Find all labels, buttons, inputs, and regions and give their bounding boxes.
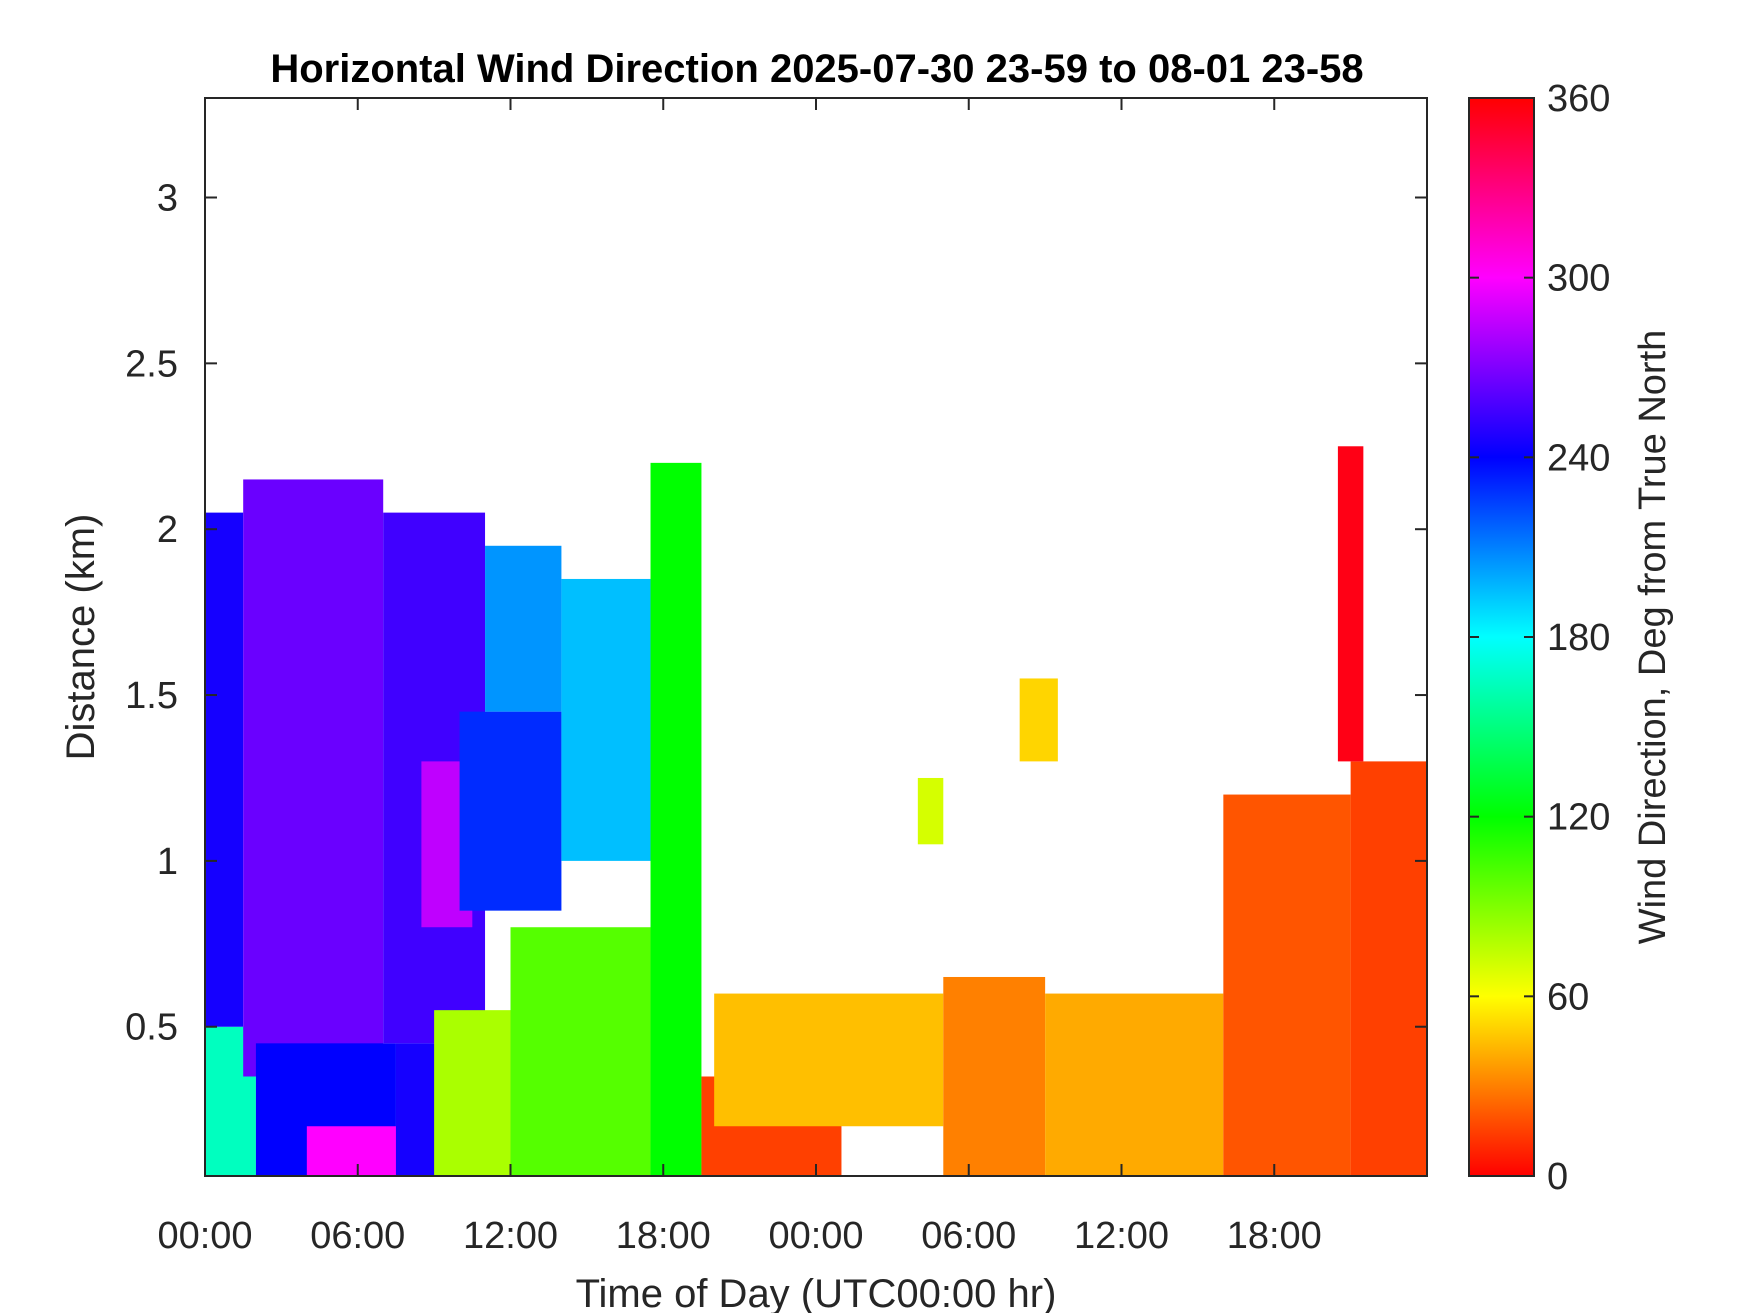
y-tick-label-2: 1.5 — [125, 675, 178, 717]
heatmap-region-8 — [459, 711, 562, 911]
colorbar-tick-label-5: 300 — [1547, 258, 1610, 300]
x-tick-label-1: 06:00 — [310, 1215, 405, 1257]
x-tick-label-0: 00:00 — [157, 1215, 252, 1257]
colorbar-gradient — [1468, 97, 1535, 1177]
heatmap-cells — [205, 446, 1427, 1176]
heatmap-region-21 — [1019, 678, 1058, 762]
y-tick-label-1: 1 — [157, 841, 178, 883]
heatmap-region-19 — [1350, 761, 1427, 1176]
x-tick-label-2: 12:00 — [463, 1215, 558, 1257]
colorbar-tick-label-3: 180 — [1547, 617, 1610, 659]
heatmap-region-9 — [485, 545, 562, 712]
y-tick-label-5: 3 — [157, 178, 178, 220]
colorbar-tick-label-1: 60 — [1547, 976, 1589, 1018]
colorbar-ticks: 0 60 120 180 240 300 360 — [1469, 78, 1610, 1198]
colorbar-tick-label-4: 240 — [1547, 437, 1610, 479]
heatmap-region-17 — [1045, 993, 1224, 1176]
heatmap-region-1 — [205, 512, 244, 1027]
x-axis-ticks: 00:00 06:00 12:00 18:00 00:00 06:00 12:00 18:00 — [157, 98, 1322, 1257]
colorbar-label: Wind Direction, Deg from True North — [1632, 330, 1674, 945]
colorbar-tick-label-6: 360 — [1547, 78, 1610, 120]
y-tick-label-3: 2 — [157, 509, 178, 551]
heatmap-region-13 — [650, 462, 702, 1176]
colorbar: 0 60 120 180 240 300 360 Wind Direction, Deg f… — [1468, 78, 1674, 1198]
plot-area — [204, 97, 1428, 1177]
heatmap-region-20 — [1337, 446, 1364, 762]
chart-title: Horizontal Wind Direction 2025-07-30 23-… — [270, 47, 1363, 91]
y-axis-label: Distance (km) — [59, 514, 103, 761]
colorbar-tick-label-2: 120 — [1547, 797, 1610, 839]
heatmap-region-11 — [434, 1010, 511, 1176]
heatmap-region-18 — [1223, 794, 1351, 1176]
x-tick-label-4: 00:00 — [768, 1215, 863, 1257]
x-tick-label-7: 18:00 — [1227, 1215, 1322, 1257]
x-tick-label-5: 06:00 — [921, 1215, 1016, 1257]
y-tick-label-0: 0.5 — [125, 1007, 178, 1049]
heatmap-region-15 — [714, 993, 944, 1127]
y-tick-label-4: 2.5 — [125, 343, 178, 385]
y-axis-ticks: 0.5 1 1.5 2 2.5 3 — [125, 178, 1427, 1049]
x-tick-label-3: 18:00 — [616, 1215, 711, 1257]
heatmap-region-16 — [943, 976, 1046, 1176]
x-axis-label: Time of Day (UTC00:00 hr) — [576, 1272, 1057, 1313]
x-tick-label-6: 12:00 — [1074, 1215, 1169, 1257]
heatmap-region-2 — [243, 479, 384, 1077]
heatmap-region-22 — [917, 777, 944, 845]
heatmap-region-12 — [510, 927, 651, 1176]
colorbar-tick-label-0: 0 — [1547, 1156, 1568, 1198]
heatmap-region-10 — [561, 578, 651, 861]
